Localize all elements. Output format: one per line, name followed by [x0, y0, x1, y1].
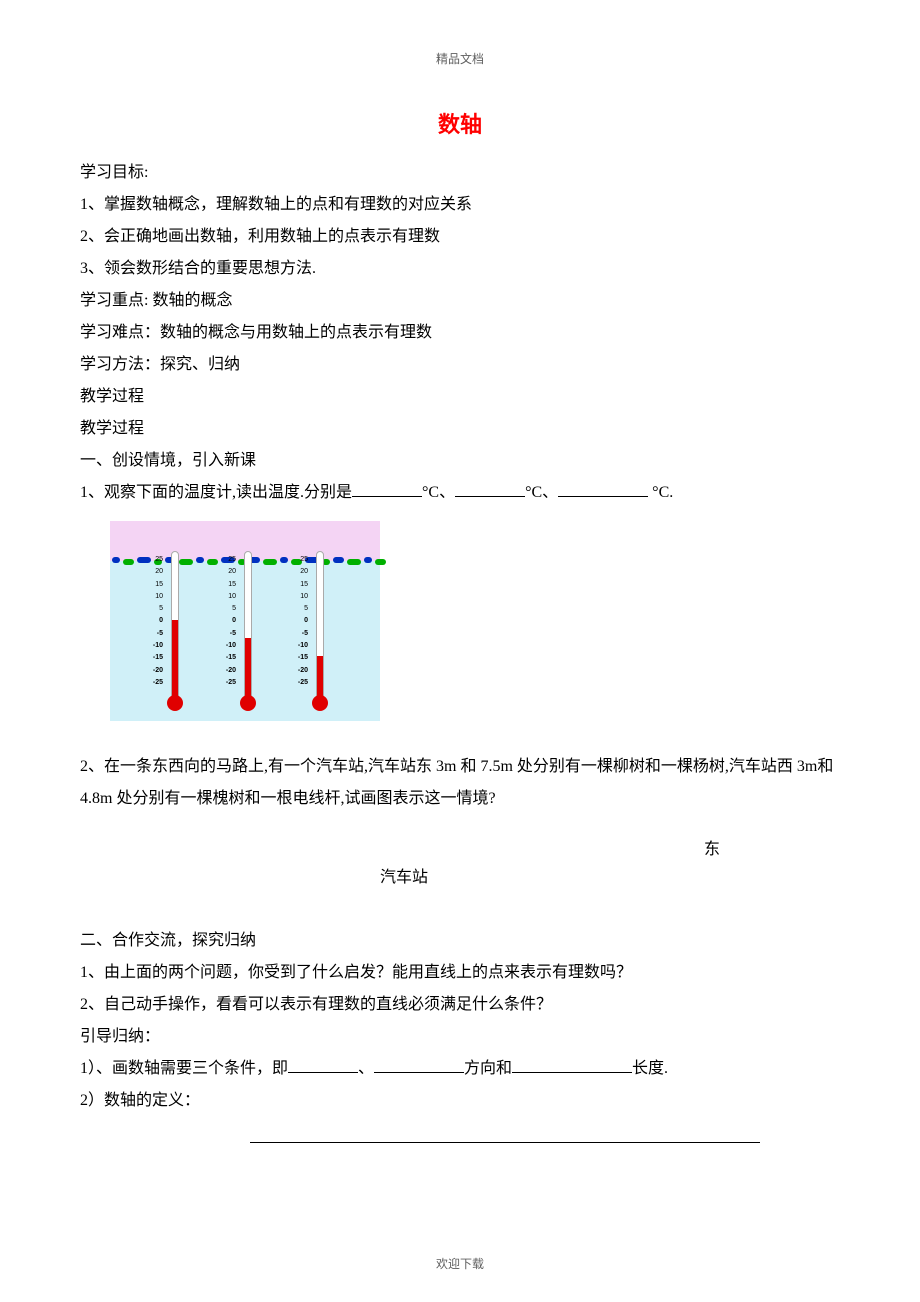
- thermometer: 2520151050-5-10-15-20-25: [310, 551, 328, 711]
- difficulty: 学习难点：数轴的概念与用数轴上的点表示有理数: [80, 317, 840, 349]
- section2-q2: 2、自己动手操作，看看可以表示有理数的直线必须满足什么条件？: [80, 989, 840, 1021]
- scale-label: 25: [143, 556, 163, 563]
- scale-label: -5: [143, 630, 163, 637]
- method: 学习方法：探究、归纳: [80, 349, 840, 381]
- scale-label: -15: [143, 654, 163, 661]
- station-label: 汽车站: [380, 863, 428, 887]
- item1-suffix: 长度.: [632, 1060, 668, 1077]
- scale-label: 5: [288, 605, 308, 612]
- footer-label: 欢迎下载: [0, 1255, 920, 1272]
- east-label: 东: [704, 835, 720, 859]
- thermometer-scale: 25 20 15 10 5 0 -5 -10 -15 -20 -25: [288, 551, 308, 686]
- page-title: 数轴: [80, 107, 840, 139]
- section1-q1: 1、观察下面的温度计,读出温度.分别是 °C、 °C、 °C.: [80, 477, 840, 509]
- scale-label: 20: [288, 568, 308, 575]
- scale-label: -5: [288, 630, 308, 637]
- process-label: 教学过程: [80, 381, 840, 413]
- scale-label: 5: [143, 605, 163, 612]
- thermometer-fill: [245, 638, 251, 696]
- stripe-dash: [375, 559, 386, 565]
- unit: °C.: [652, 484, 673, 501]
- scale-label: -15: [288, 654, 308, 661]
- stripe-dash: [196, 557, 204, 563]
- stripe-dash: [364, 557, 372, 563]
- blank: [512, 1057, 632, 1073]
- blank: [374, 1057, 464, 1073]
- scale-label: 10: [143, 593, 163, 600]
- scale-label: 15: [143, 581, 163, 588]
- scale-label: 0: [288, 617, 308, 624]
- scale-label: -10: [143, 642, 163, 649]
- thermometer-fill: [172, 620, 178, 696]
- thermometer: 2520151050-5-10-15-20-25: [165, 551, 183, 711]
- thermometer-scale: 25 20 15 10 5 0 -5 -10 -15 -20 -25: [216, 551, 236, 686]
- blank: [455, 481, 525, 497]
- scale-label: 5: [216, 605, 236, 612]
- scale-label: -10: [288, 642, 308, 649]
- thermometer-fill: [317, 656, 323, 696]
- scale-label: 0: [143, 617, 163, 624]
- scale-label: 25: [288, 556, 308, 563]
- scale-label: 25: [216, 556, 236, 563]
- thermometer-bulb: [240, 695, 256, 711]
- thermometer-bulb: [312, 695, 328, 711]
- induce-label: 引导归纳：: [80, 1021, 840, 1053]
- stripe-dash: [347, 559, 361, 565]
- scale-label: -25: [288, 679, 308, 686]
- scale-label: 15: [216, 581, 236, 588]
- key-point: 学习重点: 数轴的概念: [80, 285, 840, 317]
- scale-label: -15: [216, 654, 236, 661]
- scale-label: -10: [216, 642, 236, 649]
- header-label: 精品文档: [80, 50, 840, 67]
- unit: °C、: [422, 484, 455, 501]
- section2-heading: 二、合作交流，探究归纳: [80, 925, 840, 957]
- scale-label: 10: [288, 593, 308, 600]
- objective-item: 3、领会数形结合的重要思想方法.: [80, 253, 840, 285]
- blank: [352, 481, 422, 497]
- item1-prefix: 1）、画数轴需要三个条件，即: [80, 1060, 288, 1077]
- section2-q1: 1、由上面的两个问题，你受到了什么启发？能用直线上的点来表示有理数吗？: [80, 957, 840, 989]
- section1-q2: 2、在一条东西向的马路上,有一个汽车站,汽车站东 3m 和 7.5m 处分别有一…: [80, 751, 840, 815]
- scale-label: 10: [216, 593, 236, 600]
- section2-item1: 1）、画数轴需要三个条件，即 、 方向和 长度.: [80, 1053, 840, 1085]
- section1-heading: 一、创设情境，引入新课: [80, 445, 840, 477]
- scale-label: -20: [216, 667, 236, 674]
- scale-label: -20: [288, 667, 308, 674]
- mid2: 方向和: [464, 1060, 512, 1077]
- scale-label: -25: [216, 679, 236, 686]
- blank: [558, 481, 648, 497]
- scale-label: -20: [143, 667, 163, 674]
- thermometer-bulb: [167, 695, 183, 711]
- scale-label: 15: [288, 581, 308, 588]
- stripe-dash: [333, 557, 344, 563]
- thermometer-figure: 25 20 15 10 5 0 -5 -10 -15 -20 -25 25 20 15 10 5 0 -5 -10 -…: [110, 521, 380, 721]
- unit: °C、: [525, 484, 558, 501]
- objective-item: 1、掌握数轴概念，理解数轴上的点和有理数的对应关系: [80, 189, 840, 221]
- process-label: 教学过程: [80, 413, 840, 445]
- stripe-dash: [112, 557, 120, 563]
- scale-label: -5: [216, 630, 236, 637]
- blank: [288, 1057, 358, 1073]
- sep: 、: [358, 1060, 374, 1077]
- thermometer-scale: 25 20 15 10 5 0 -5 -10 -15 -20 -25: [143, 551, 163, 686]
- definition-blank-line: [250, 1121, 760, 1143]
- objective-item: 2、会正确地画出数轴，利用数轴上的点表示有理数: [80, 221, 840, 253]
- scale-label: -25: [143, 679, 163, 686]
- stripe-dash: [263, 559, 277, 565]
- stripe-dash: [123, 559, 134, 565]
- objectives-heading: 学习目标:: [80, 157, 840, 189]
- q1-prefix: 1、观察下面的温度计,读出温度.分别是: [80, 484, 352, 501]
- scale-label: 0: [216, 617, 236, 624]
- scale-label: 20: [216, 568, 236, 575]
- thermometer: 2520151050-5-10-15-20-25: [238, 551, 256, 711]
- stripe-dash: [280, 557, 288, 563]
- section2-item2: 2）数轴的定义：: [80, 1085, 840, 1117]
- scale-label: 20: [143, 568, 163, 575]
- station-diagram: 东 汽车站: [80, 825, 840, 905]
